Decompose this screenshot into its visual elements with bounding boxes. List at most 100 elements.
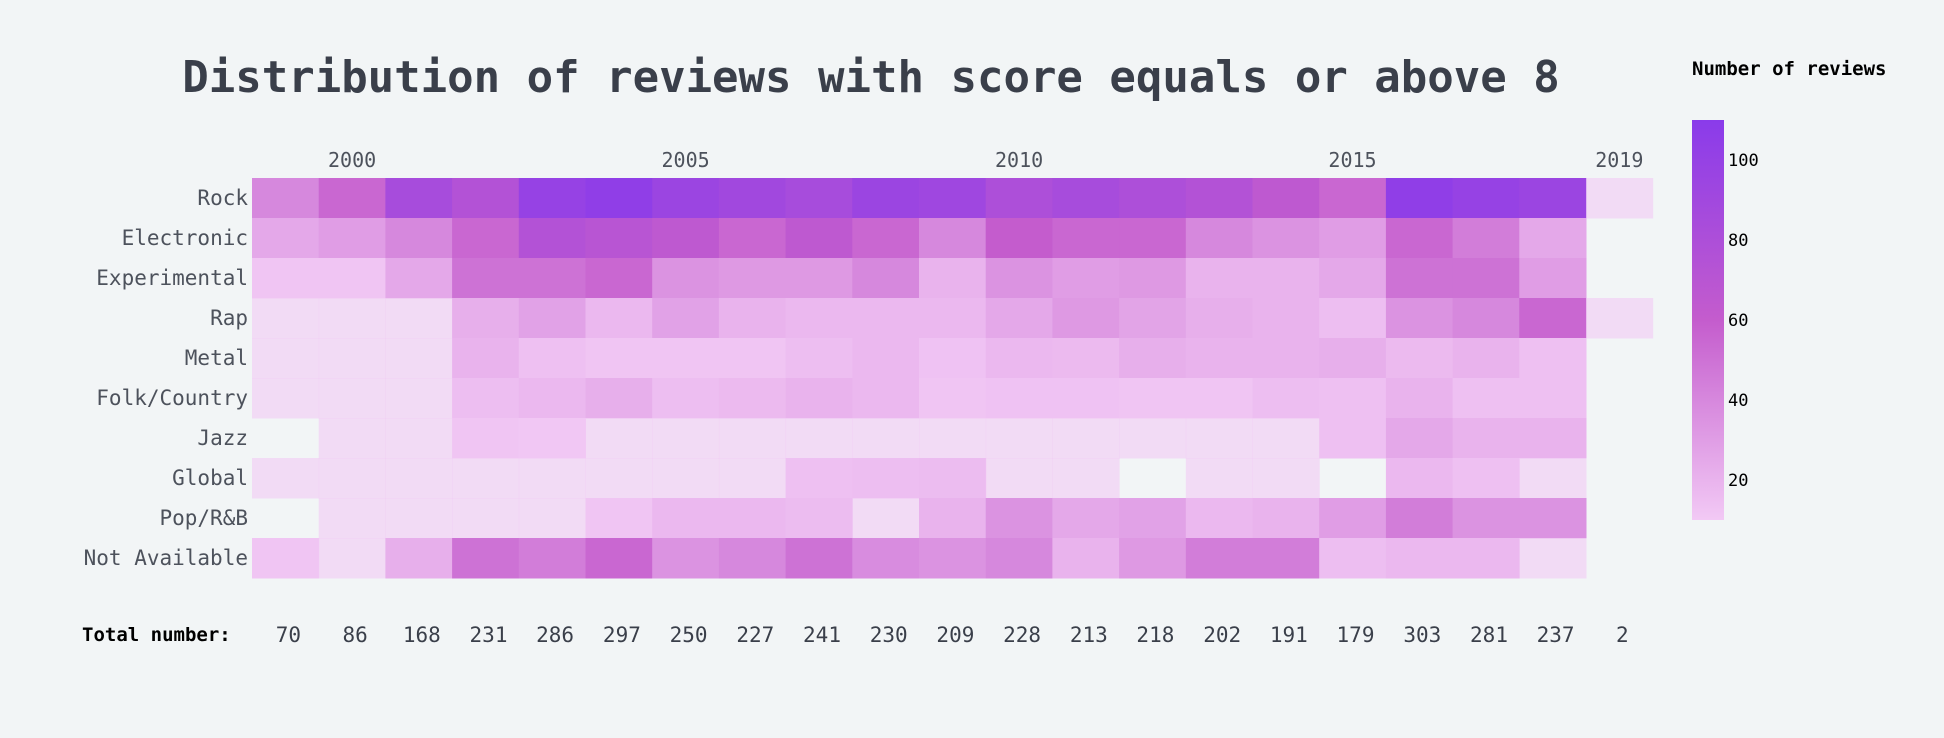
x-tick-label: 2019 [1595, 148, 1643, 172]
heatmap-cell [652, 498, 720, 539]
heatmap-cell [985, 338, 1053, 379]
heatmap-cell [585, 338, 653, 379]
heatmap-cell [452, 298, 520, 339]
heatmap-cell [1452, 418, 1520, 459]
heatmap-cell [785, 338, 853, 379]
heatmap-cell [852, 378, 920, 419]
heatmap-cell [1452, 538, 1520, 579]
heatmap-cell [718, 498, 787, 539]
heatmap-cell [1252, 298, 1320, 339]
heatmap-cell [252, 458, 320, 499]
y-tick-label: Electronic [122, 226, 248, 250]
heatmap-cell [785, 458, 853, 499]
heatmap-cell [1319, 378, 1387, 419]
heatmap-cell [385, 298, 453, 339]
heatmap-cell [318, 178, 386, 219]
heatmap-cell [252, 218, 320, 259]
heatmap-cell [1452, 178, 1520, 219]
heatmap-cell [518, 538, 586, 579]
heatmap-cell [985, 298, 1053, 339]
heatmap-cell [518, 338, 586, 379]
heatmap-cell [852, 418, 920, 459]
heatmap-cell [919, 418, 987, 459]
heatmap-cell [1385, 458, 1454, 499]
heatmap-cell [652, 218, 720, 259]
heatmap-cell [785, 498, 853, 539]
totals-label: Total number: [82, 624, 231, 646]
totals-row: 70 86 168 231 286 297 250 227 241 230 209 228 213 218… [276, 623, 1629, 647]
heatmap-cell [919, 218, 987, 259]
heatmap-cell [718, 338, 787, 379]
heatmap-cell [1185, 178, 1253, 219]
total-value: 250 [670, 623, 708, 647]
heatmap-cell [919, 298, 987, 339]
heatmap-cell [252, 258, 320, 299]
heatmap-cell [1319, 498, 1387, 539]
heatmap-cell [1452, 218, 1520, 259]
colorbar-tick-label: 100 [1728, 151, 1759, 171]
heatmap-cell [585, 418, 653, 459]
heatmap-cell [1052, 178, 1120, 219]
heatmap-cell [785, 538, 853, 579]
heatmap-cell [318, 498, 386, 539]
heatmap-cell [1519, 298, 1587, 339]
heatmap-cell [1185, 258, 1253, 299]
heatmap-cell [985, 498, 1053, 539]
y-tick-label: Jazz [197, 426, 248, 450]
total-value: 70 [276, 623, 301, 647]
heatmap-cell [1052, 298, 1120, 339]
heatmap-cell [652, 298, 720, 339]
heatmap-cell [852, 458, 920, 499]
heatmap-cell [1052, 498, 1120, 539]
heatmap-cell [1519, 498, 1587, 539]
total-value: 297 [603, 623, 641, 647]
heatmap-cell [1185, 298, 1253, 339]
heatmap-cell [718, 258, 787, 299]
heatmap-cell [718, 458, 787, 499]
heatmap-cell [1452, 498, 1520, 539]
heatmap-cell [585, 498, 653, 539]
heatmap-cell [1119, 258, 1187, 299]
heatmap-cell [1119, 298, 1187, 339]
heatmap-cell [1519, 538, 1587, 579]
heatmap-cell [1385, 258, 1454, 299]
heatmap-cell [985, 378, 1053, 419]
heatmap-cell [318, 418, 386, 459]
total-value: 228 [1003, 623, 1041, 647]
total-value: 237 [1537, 623, 1575, 647]
heatmap-cell [318, 298, 386, 339]
heatmap-cell [318, 338, 386, 379]
heatmap-cell [1119, 178, 1187, 219]
heatmap-cell [385, 178, 453, 219]
heatmap-cell [1252, 498, 1320, 539]
heatmap-cell [385, 498, 453, 539]
heatmap-cell [1252, 258, 1320, 299]
heatmap-cell [652, 178, 720, 219]
heatmap-cell [919, 338, 987, 379]
total-value: 241 [803, 623, 841, 647]
heatmap-cell [1385, 418, 1454, 459]
y-tick-label: Not Available [84, 546, 248, 570]
heatmap-cell [1119, 498, 1187, 539]
heatmap-cell [1519, 178, 1587, 219]
x-axis-labels: 2000 2005 2010 2015 2019 [328, 148, 1643, 172]
total-value: 168 [403, 623, 441, 647]
heatmap-cell [1185, 538, 1253, 579]
heatmap-cell [652, 258, 720, 299]
heatmap-cell [1452, 258, 1520, 299]
y-axis-labels: Rock Electronic Experimental Rap Metal Folk/C… [84, 186, 249, 570]
heatmap-cell [919, 258, 987, 299]
heatmap-cell [1252, 378, 1320, 419]
heatmap-cell [1185, 418, 1253, 459]
heatmap-cell [1119, 418, 1187, 459]
heatmap-cell [919, 458, 987, 499]
heatmap-cell [585, 538, 653, 579]
y-tick-label: Rock [197, 186, 248, 210]
heatmap-cell [585, 178, 653, 219]
heatmap-cell [652, 378, 720, 419]
heatmap-cell [652, 538, 720, 579]
heatmap-cell [585, 458, 653, 499]
heatmap-cell [385, 418, 453, 459]
heatmap-cell [1185, 458, 1253, 499]
heatmap-cell [718, 218, 787, 259]
